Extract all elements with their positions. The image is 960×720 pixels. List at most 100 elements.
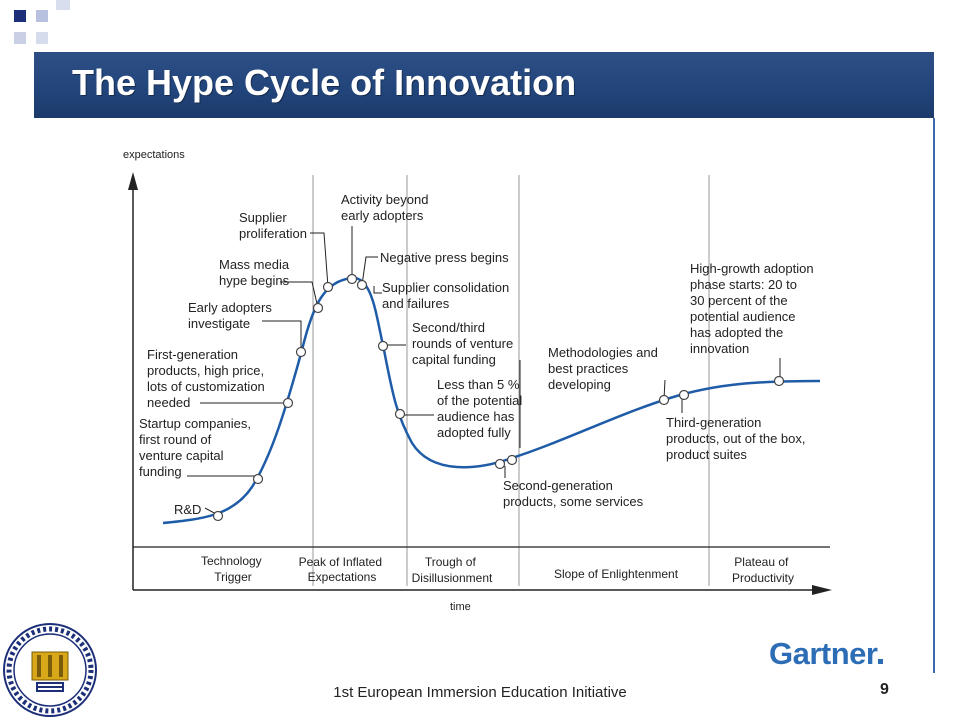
annotation-line: phase starts: 20 to bbox=[690, 277, 797, 292]
phase-peak: Peak of Inflated Expectations bbox=[299, 555, 386, 584]
annotation-line: lots of customization bbox=[147, 379, 265, 394]
annotation-mass-media: Mass media hype begins bbox=[219, 257, 293, 288]
curve-marker bbox=[506, 454, 518, 466]
right-border-line bbox=[933, 118, 935, 673]
callout-line bbox=[187, 475, 259, 479]
y-axis-arrow bbox=[128, 172, 138, 190]
annotation-line: Early adopters bbox=[188, 300, 272, 315]
annotation-line: and failures bbox=[382, 296, 450, 311]
curve-marker bbox=[346, 273, 358, 285]
annotation-line: innovation bbox=[690, 341, 749, 356]
y-axis-label: expectations bbox=[123, 149, 185, 161]
annotation-line: adopted fully bbox=[437, 425, 511, 440]
annotation-line: hype begins bbox=[219, 273, 290, 288]
annotation-startup: Startup companies, first round of ventur… bbox=[139, 416, 255, 479]
curve-marker bbox=[295, 346, 307, 358]
hype-curve bbox=[162, 276, 821, 525]
annotation-methodologies: Methodologies and best practices develop… bbox=[548, 345, 661, 392]
curve-marker bbox=[377, 340, 389, 352]
phase-line: Plateau of bbox=[734, 555, 789, 569]
callout-line bbox=[361, 256, 378, 286]
curve-marker bbox=[658, 394, 670, 406]
phase-separators bbox=[312, 175, 710, 586]
annotation-line: products, high price, bbox=[147, 363, 264, 378]
callout-line bbox=[280, 281, 319, 309]
phase-line: Expectations bbox=[308, 570, 377, 584]
curve-marker bbox=[394, 408, 406, 420]
annotation-third-generation: Third-generation products, out of the bo… bbox=[666, 415, 809, 462]
annotation-line: Third-generation bbox=[666, 415, 761, 430]
annotation-first-generation: First-generation products, high price, l… bbox=[147, 347, 268, 410]
page-number: 9 bbox=[880, 681, 889, 698]
phase-line: Disillusionment bbox=[412, 571, 493, 585]
annotation-line: first round of bbox=[139, 432, 212, 447]
annotation-line: Activity beyond bbox=[341, 192, 428, 207]
phase-line: Trough of bbox=[425, 555, 477, 569]
phase-slope: Slope of Enlightenment bbox=[554, 567, 679, 581]
curve-marker bbox=[212, 510, 224, 522]
annotation-line: capital funding bbox=[412, 352, 496, 367]
annotation-line: venture capital bbox=[139, 448, 224, 463]
slide-title: The Hype Cycle of Innovation bbox=[72, 62, 577, 103]
curve-marker bbox=[494, 458, 506, 470]
annotation-line: proliferation bbox=[239, 226, 307, 241]
annotation-second-third-rounds: Second/third rounds of venture capital f… bbox=[412, 320, 517, 367]
annotation-line: products, some services bbox=[503, 494, 644, 509]
annotation-line: products, out of the box, bbox=[666, 431, 805, 446]
annotation-supplier-proliferation: Supplier proliferation bbox=[239, 210, 307, 241]
annotation-line: High-growth adoption bbox=[690, 261, 814, 276]
curve-marker bbox=[312, 302, 324, 314]
phase-line: Productivity bbox=[732, 571, 794, 585]
phase-line: Trigger bbox=[214, 570, 252, 584]
annotation-rnd: R&D bbox=[174, 502, 201, 517]
curve-marker bbox=[678, 389, 690, 401]
curve-marker bbox=[282, 397, 294, 409]
annotation-line: product suites bbox=[666, 447, 747, 462]
curve-marker bbox=[773, 375, 785, 387]
phase-line: Technology bbox=[201, 554, 262, 568]
annotation-supplier-consolidation: Supplier consolidation and failures bbox=[382, 280, 513, 311]
annotation-line: Second/third bbox=[412, 320, 485, 335]
annotation-line: funding bbox=[139, 464, 182, 479]
annotation-line: potential audience bbox=[690, 309, 796, 324]
annotation-line: First-generation bbox=[147, 347, 238, 362]
annotation-line: developing bbox=[548, 377, 611, 392]
annotation-line: early adopters bbox=[341, 208, 424, 223]
callout-line bbox=[373, 286, 382, 294]
annotation-negative-press: Negative press begins bbox=[380, 250, 509, 265]
annotation-line: Less than 5 % bbox=[437, 377, 520, 392]
phase-line: Slope of Enlightenment bbox=[554, 567, 679, 581]
phase-technology-trigger: Technology Trigger bbox=[201, 554, 265, 584]
annotation-line: needed bbox=[147, 395, 190, 410]
phase-line: Peak of Inflated bbox=[299, 555, 382, 569]
curve-marker bbox=[252, 473, 264, 485]
annotation-line: Supplier consolidation bbox=[382, 280, 509, 295]
callout-line bbox=[262, 320, 302, 352]
annotation-line: Second-generation bbox=[503, 478, 613, 493]
slide-footer: 1st European Immersion Education Initiat… bbox=[333, 684, 627, 701]
university-seal-icon bbox=[3, 623, 97, 717]
annotation-less-than-five: Less than 5 % of the potential audience … bbox=[437, 377, 526, 440]
annotation-second-generation: Second-generation products, some service… bbox=[503, 478, 644, 509]
callout-line bbox=[310, 232, 329, 288]
curve-markers bbox=[212, 273, 785, 522]
annotation-line: rounds of venture bbox=[412, 336, 513, 351]
phase-trough: Trough of Disillusionment bbox=[412, 555, 493, 585]
annotation-line: 30 percent of the bbox=[690, 293, 788, 308]
curve-marker bbox=[356, 279, 368, 291]
annotations: R&D Startup companies, first round of ve… bbox=[139, 192, 814, 517]
annotation-line: best practices bbox=[548, 361, 629, 376]
annotation-line: has adopted the bbox=[690, 325, 783, 340]
phase-labels: Technology Trigger Peak of Inflated Expe… bbox=[201, 554, 794, 585]
annotation-line: Startup companies, bbox=[139, 416, 251, 431]
annotation-line: audience has bbox=[437, 409, 515, 424]
annotation-line: Mass media bbox=[219, 257, 290, 272]
annotation-line: Methodologies and bbox=[548, 345, 658, 360]
phase-plateau: Plateau of Productivity bbox=[732, 555, 794, 585]
corner-decoration bbox=[14, 0, 70, 44]
annotation-line: Supplier bbox=[239, 210, 287, 225]
curve-marker bbox=[322, 281, 334, 293]
annotation-line: investigate bbox=[188, 316, 250, 331]
annotation-line: Negative press begins bbox=[380, 250, 509, 265]
gartner-logo-dot bbox=[878, 659, 883, 664]
